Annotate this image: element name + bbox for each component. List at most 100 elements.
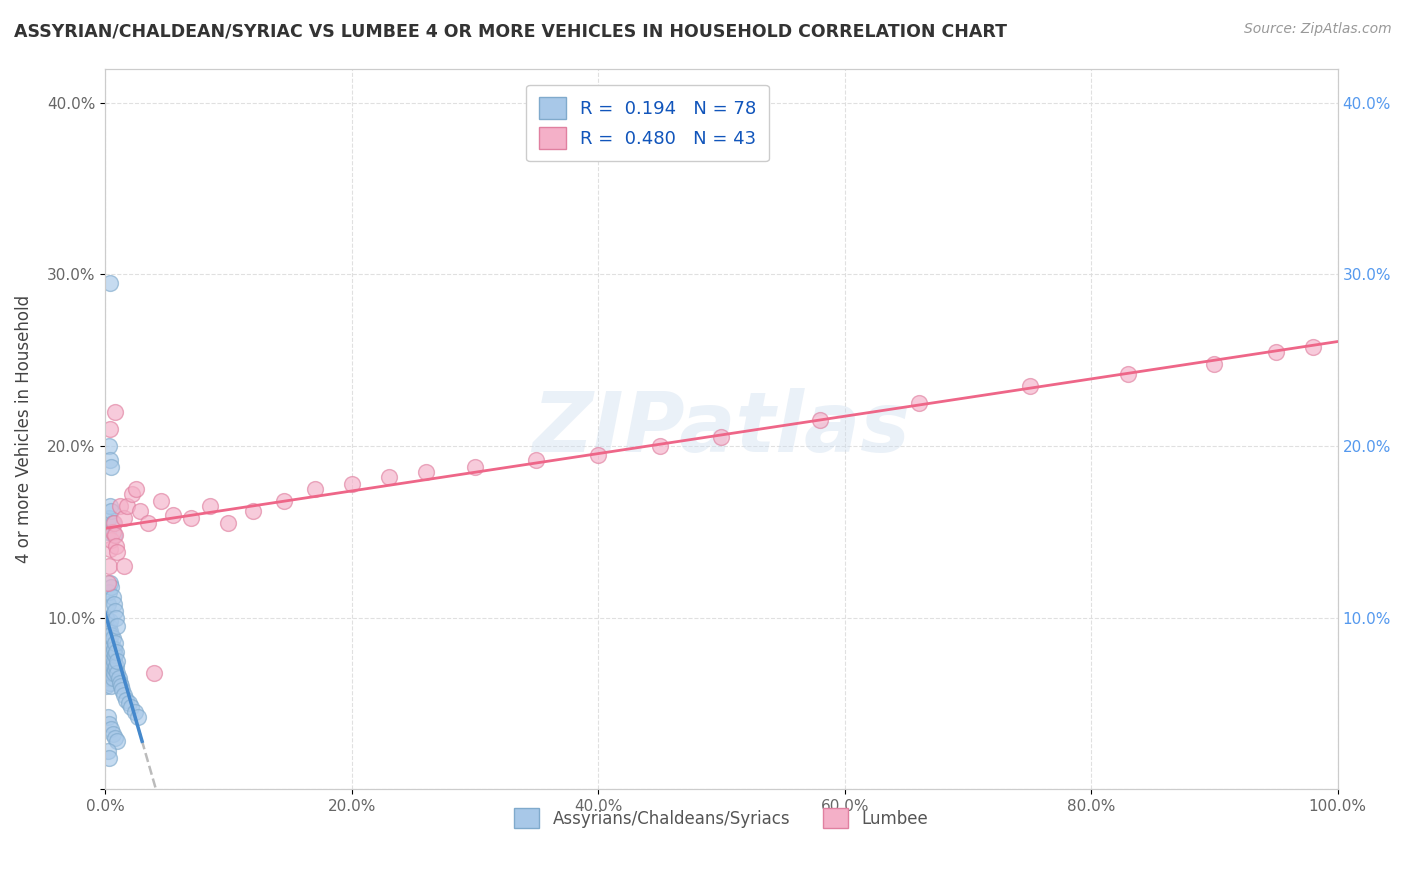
Point <box>97 671 120 685</box>
Point <box>107 545 129 559</box>
Point <box>242 504 264 518</box>
Point <box>98 276 121 290</box>
Point <box>100 628 122 642</box>
Point <box>217 516 239 531</box>
Point <box>136 516 159 531</box>
Point <box>104 662 127 676</box>
Point <box>143 665 166 680</box>
Point <box>97 648 120 663</box>
Point <box>97 559 120 574</box>
Point <box>97 624 120 639</box>
Point <box>101 658 124 673</box>
Point <box>97 585 120 599</box>
Legend: Assyrians/Chaldeans/Syriacs, Lumbee: Assyrians/Chaldeans/Syriacs, Lumbee <box>508 801 935 835</box>
Text: ASSYRIAN/CHALDEAN/SYRIAC VS LUMBEE 4 OR MORE VEHICLES IN HOUSEHOLD CORRELATION C: ASSYRIAN/CHALDEAN/SYRIAC VS LUMBEE 4 OR … <box>14 22 1007 40</box>
Point <box>97 619 120 633</box>
Point <box>340 476 363 491</box>
Point <box>100 533 122 548</box>
Point <box>97 511 120 525</box>
Point <box>117 499 139 513</box>
Point <box>97 439 120 453</box>
Point <box>108 499 131 513</box>
Point <box>464 459 486 474</box>
Point <box>98 648 121 663</box>
Point <box>1018 379 1040 393</box>
Point <box>1265 344 1288 359</box>
Point <box>98 624 121 639</box>
Point <box>98 662 121 676</box>
Point <box>1204 357 1226 371</box>
Point <box>104 528 127 542</box>
Point <box>162 508 184 522</box>
Point <box>97 628 120 642</box>
Point <box>98 676 121 690</box>
Point <box>377 470 399 484</box>
Point <box>97 631 120 645</box>
Point <box>104 731 127 745</box>
Point <box>115 693 138 707</box>
Point <box>100 679 122 693</box>
Point <box>97 641 120 656</box>
Point <box>96 653 118 667</box>
Point <box>97 665 120 680</box>
Point <box>97 636 120 650</box>
Point <box>127 710 149 724</box>
Point <box>100 641 122 656</box>
Point <box>101 645 124 659</box>
Point <box>101 590 124 604</box>
Point <box>97 576 120 591</box>
Point <box>97 751 120 765</box>
Point <box>1116 367 1139 381</box>
Point <box>101 671 124 685</box>
Point <box>97 658 120 673</box>
Point <box>100 665 122 680</box>
Point <box>415 465 437 479</box>
Point <box>107 653 129 667</box>
Point <box>105 645 128 659</box>
Point <box>98 422 121 436</box>
Point <box>97 524 120 539</box>
Point <box>198 499 221 513</box>
Point <box>128 504 150 518</box>
Point <box>97 597 120 611</box>
Point <box>180 511 202 525</box>
Point <box>104 648 127 663</box>
Point <box>103 653 125 667</box>
Point <box>101 516 124 531</box>
Point <box>586 448 609 462</box>
Point <box>103 641 125 656</box>
Point <box>100 580 122 594</box>
Point <box>96 645 118 659</box>
Point <box>104 405 127 419</box>
Point <box>117 697 139 711</box>
Point <box>103 528 125 542</box>
Point <box>103 597 125 611</box>
Point <box>97 653 120 667</box>
Y-axis label: 4 or more Vehicles in Household: 4 or more Vehicles in Household <box>15 295 32 563</box>
Point <box>105 539 128 553</box>
Point <box>105 610 128 624</box>
Point <box>97 717 120 731</box>
Point <box>808 413 831 427</box>
Text: ZIPatlas: ZIPatlas <box>533 388 910 469</box>
Point <box>97 744 120 758</box>
Point <box>121 487 143 501</box>
Point <box>97 710 120 724</box>
Point <box>108 676 131 690</box>
Point <box>103 516 125 531</box>
Point <box>101 727 124 741</box>
Point <box>111 682 134 697</box>
Point <box>103 665 125 680</box>
Point <box>105 658 128 673</box>
Point <box>1302 339 1324 353</box>
Point <box>107 665 129 680</box>
Point <box>107 619 129 633</box>
Point <box>907 396 929 410</box>
Point <box>100 504 122 518</box>
Point <box>526 452 548 467</box>
Point <box>96 679 118 693</box>
Point <box>96 610 118 624</box>
Text: Source: ZipAtlas.com: Source: ZipAtlas.com <box>1244 22 1392 37</box>
Point <box>100 653 122 667</box>
Point <box>107 734 129 748</box>
